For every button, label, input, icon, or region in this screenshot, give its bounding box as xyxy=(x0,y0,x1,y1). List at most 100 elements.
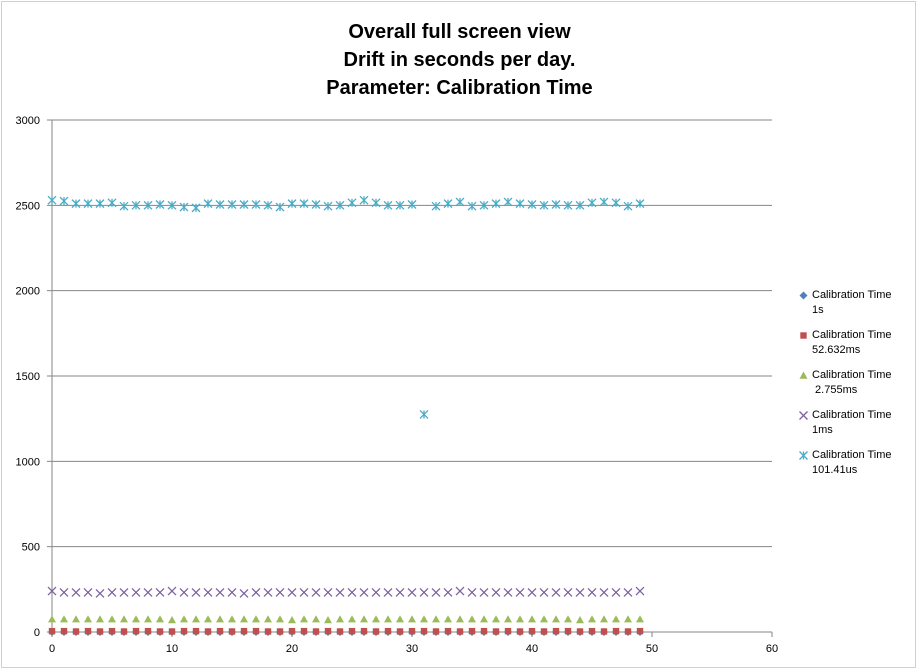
data-point xyxy=(299,587,309,597)
data-point xyxy=(431,201,441,211)
data-point xyxy=(444,615,452,623)
legend-label: 101.41us xyxy=(812,464,858,476)
legend-label: 52.632ms xyxy=(812,344,861,356)
data-point xyxy=(312,615,320,623)
triangle-icon xyxy=(799,371,808,379)
data-point xyxy=(95,588,105,598)
legend-item-3: Calibration Time 2.755ms xyxy=(798,368,916,408)
data-point xyxy=(216,627,224,635)
series-2 xyxy=(48,627,644,635)
data-point xyxy=(419,587,429,597)
data-points xyxy=(47,195,645,636)
x-mark-icon xyxy=(799,411,808,420)
legend-item-4: Calibration Time 1ms xyxy=(798,408,916,448)
data-point xyxy=(132,615,140,623)
data-point xyxy=(635,586,645,596)
legend-label: Calibration Time xyxy=(812,369,892,381)
data-point xyxy=(551,587,561,597)
data-point xyxy=(371,198,381,208)
data-point xyxy=(491,199,501,209)
axes xyxy=(47,119,773,637)
data-point xyxy=(600,628,608,635)
data-point xyxy=(227,587,237,597)
data-point xyxy=(587,198,597,208)
data-point xyxy=(323,201,333,211)
data-point xyxy=(383,587,393,597)
data-point xyxy=(120,628,128,635)
y-tick-label: 1500 xyxy=(16,371,40,383)
data-point xyxy=(84,615,92,623)
data-point xyxy=(431,587,441,597)
data-point xyxy=(515,199,525,209)
data-point xyxy=(588,627,596,635)
data-point xyxy=(408,627,416,635)
data-point xyxy=(384,615,392,623)
tick-labels: 0 500 1000 1500 2000 2500 3000 0 10 20 30 40 50 60 xyxy=(16,115,779,655)
x-tick-label: 30 xyxy=(406,643,418,655)
data-point xyxy=(264,615,272,623)
data-point xyxy=(60,627,68,635)
data-point xyxy=(468,615,476,623)
data-point xyxy=(324,616,332,624)
data-point xyxy=(516,628,524,635)
data-point xyxy=(156,628,164,635)
data-point xyxy=(156,615,164,623)
data-point xyxy=(191,203,201,213)
data-point xyxy=(564,615,572,623)
data-point xyxy=(372,628,380,635)
data-point xyxy=(288,627,296,635)
data-point xyxy=(599,197,609,207)
series-5 xyxy=(47,195,645,419)
x-tick-label: 40 xyxy=(526,643,538,655)
data-point xyxy=(71,587,81,597)
data-point xyxy=(107,587,117,597)
data-point xyxy=(480,615,488,623)
data-point xyxy=(563,200,573,210)
data-point xyxy=(396,628,404,635)
data-point xyxy=(323,587,333,597)
data-point xyxy=(335,587,345,597)
gridlines xyxy=(52,119,772,548)
data-point xyxy=(612,615,620,623)
data-point xyxy=(179,202,189,212)
data-point xyxy=(395,200,405,210)
data-point xyxy=(467,587,477,597)
data-point xyxy=(299,199,309,209)
series-3 xyxy=(48,615,644,624)
data-point xyxy=(503,587,513,597)
data-point xyxy=(395,587,405,597)
data-point xyxy=(83,587,93,597)
data-point xyxy=(143,587,153,597)
data-point xyxy=(83,199,93,209)
data-point xyxy=(588,615,596,623)
data-point xyxy=(456,628,464,635)
data-point xyxy=(576,628,584,635)
data-point xyxy=(95,199,105,209)
legend-label: Calibration Time xyxy=(812,289,892,301)
legend-item-1: Calibration Time 1s xyxy=(798,288,916,328)
data-point xyxy=(383,200,393,210)
data-point xyxy=(311,200,321,209)
data-point xyxy=(287,199,297,209)
legend-label: 1ms xyxy=(812,424,833,436)
data-point xyxy=(263,587,273,597)
data-point xyxy=(179,587,189,597)
x-tick-label: 60 xyxy=(766,643,778,655)
data-point xyxy=(180,615,188,623)
square-icon xyxy=(800,332,807,339)
y-tick-label: 500 xyxy=(22,542,40,554)
data-point xyxy=(528,615,536,623)
data-point xyxy=(228,615,236,623)
data-point xyxy=(564,627,572,635)
data-point xyxy=(587,587,597,597)
data-point xyxy=(215,587,225,597)
data-point xyxy=(515,587,525,597)
data-point xyxy=(527,200,537,209)
data-point xyxy=(575,200,585,210)
data-point xyxy=(107,198,117,208)
data-point xyxy=(348,627,356,635)
data-point xyxy=(335,200,345,210)
data-point xyxy=(624,628,632,635)
data-point xyxy=(120,615,128,623)
data-point xyxy=(240,615,248,623)
